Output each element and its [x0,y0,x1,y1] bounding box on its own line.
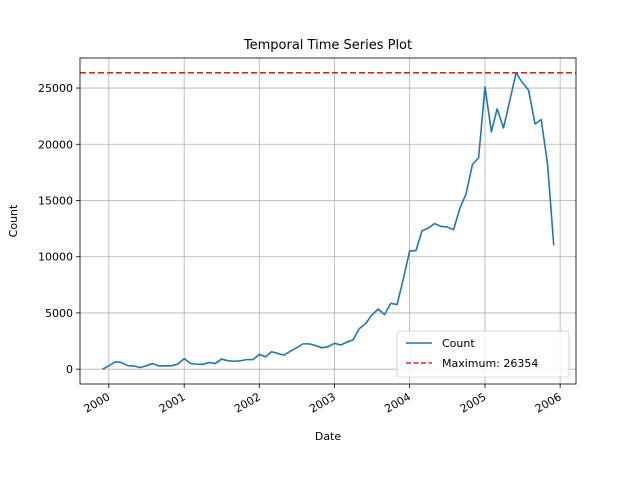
x-axis-label: Date [315,430,342,443]
plot-frame [79,57,577,385]
x-tick-label: 2006 [533,390,564,415]
y-axis-label: Count [7,204,20,237]
series-layer [80,72,576,370]
chart-title: Temporal Time Series Plot [243,38,412,53]
legend-maximum-label: Maximum: 26354 [442,357,538,370]
legend-count-label: Count [442,337,475,350]
count-series-line [102,72,555,370]
legend-box [396,330,570,378]
x-tick-label: 2001 [157,390,188,415]
x-tick-label: 2004 [382,390,413,415]
y-tick-label: 25000 [38,82,73,95]
y-tick-label: 10000 [38,251,73,264]
y-tick-label: 20000 [38,138,73,151]
y-tick-label: 0 [66,363,73,376]
x-tick-label: 2002 [232,390,263,415]
grid-layer [80,58,576,384]
y-tick-label: 5000 [45,307,73,320]
y-tick-label: 15000 [38,194,73,207]
x-tick-label: 2005 [458,390,489,415]
x-tick-label: 2000 [82,390,113,415]
x-tick-label: 2003 [307,390,338,415]
legend: Count Maximum: 26354 [396,330,570,378]
